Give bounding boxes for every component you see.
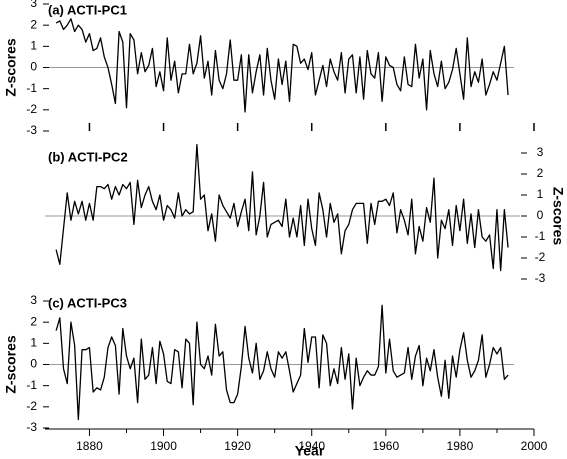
y-axis-label: Z-scores xyxy=(3,38,19,97)
y-tick-label: 1 xyxy=(30,336,37,350)
y-tick-label: -1 xyxy=(26,81,37,95)
y-tick-label: 3 xyxy=(30,293,37,307)
y-tick-label: 0 xyxy=(30,357,37,371)
series-line xyxy=(55,143,509,272)
x-tick-label: 1900 xyxy=(150,439,177,453)
y-tick-label: -2 xyxy=(535,250,546,264)
y-tick-label: -3 xyxy=(26,420,37,434)
y-tick-label: 2 xyxy=(537,166,544,180)
y-axis-label: Z-scores xyxy=(550,187,566,246)
panel-title: (b) ACTI-PC2 xyxy=(48,149,128,164)
panel-title: (a) ACTI-PC1 xyxy=(48,2,127,17)
y-tick-label: 3 xyxy=(537,145,544,159)
y-tick-label: -2 xyxy=(26,399,37,413)
y-tick-label: 0 xyxy=(30,60,37,74)
y-tick-label: -3 xyxy=(26,123,37,137)
x-tick-label: 2000 xyxy=(521,439,548,453)
x-tick-label: 1960 xyxy=(372,439,399,453)
x-tick-label: 1880 xyxy=(76,439,103,453)
x-tick-label: 1940 xyxy=(298,439,325,453)
y-tick-label: 2 xyxy=(30,314,37,328)
y-axis-label: Z-scores xyxy=(3,335,19,394)
y-tick-label: 1 xyxy=(30,39,37,53)
y-tick-label: -3 xyxy=(535,271,546,285)
x-tick-label: 1920 xyxy=(224,439,251,453)
series-line xyxy=(55,304,509,421)
y-tick-label: 2 xyxy=(30,17,37,31)
y-tick-label: 1 xyxy=(537,187,544,201)
y-tick-label: 0 xyxy=(537,208,544,222)
series-line xyxy=(55,18,509,113)
panel-title: (c) ACTI-PC3 xyxy=(48,295,127,310)
y-tick-label: 3 xyxy=(30,0,37,10)
x-axis-label: Year xyxy=(295,443,325,459)
y-tick-label: -2 xyxy=(26,102,37,116)
y-tick-label: -1 xyxy=(535,229,546,243)
x-tick-label: 1980 xyxy=(447,439,474,453)
y-tick-label: -1 xyxy=(26,378,37,392)
